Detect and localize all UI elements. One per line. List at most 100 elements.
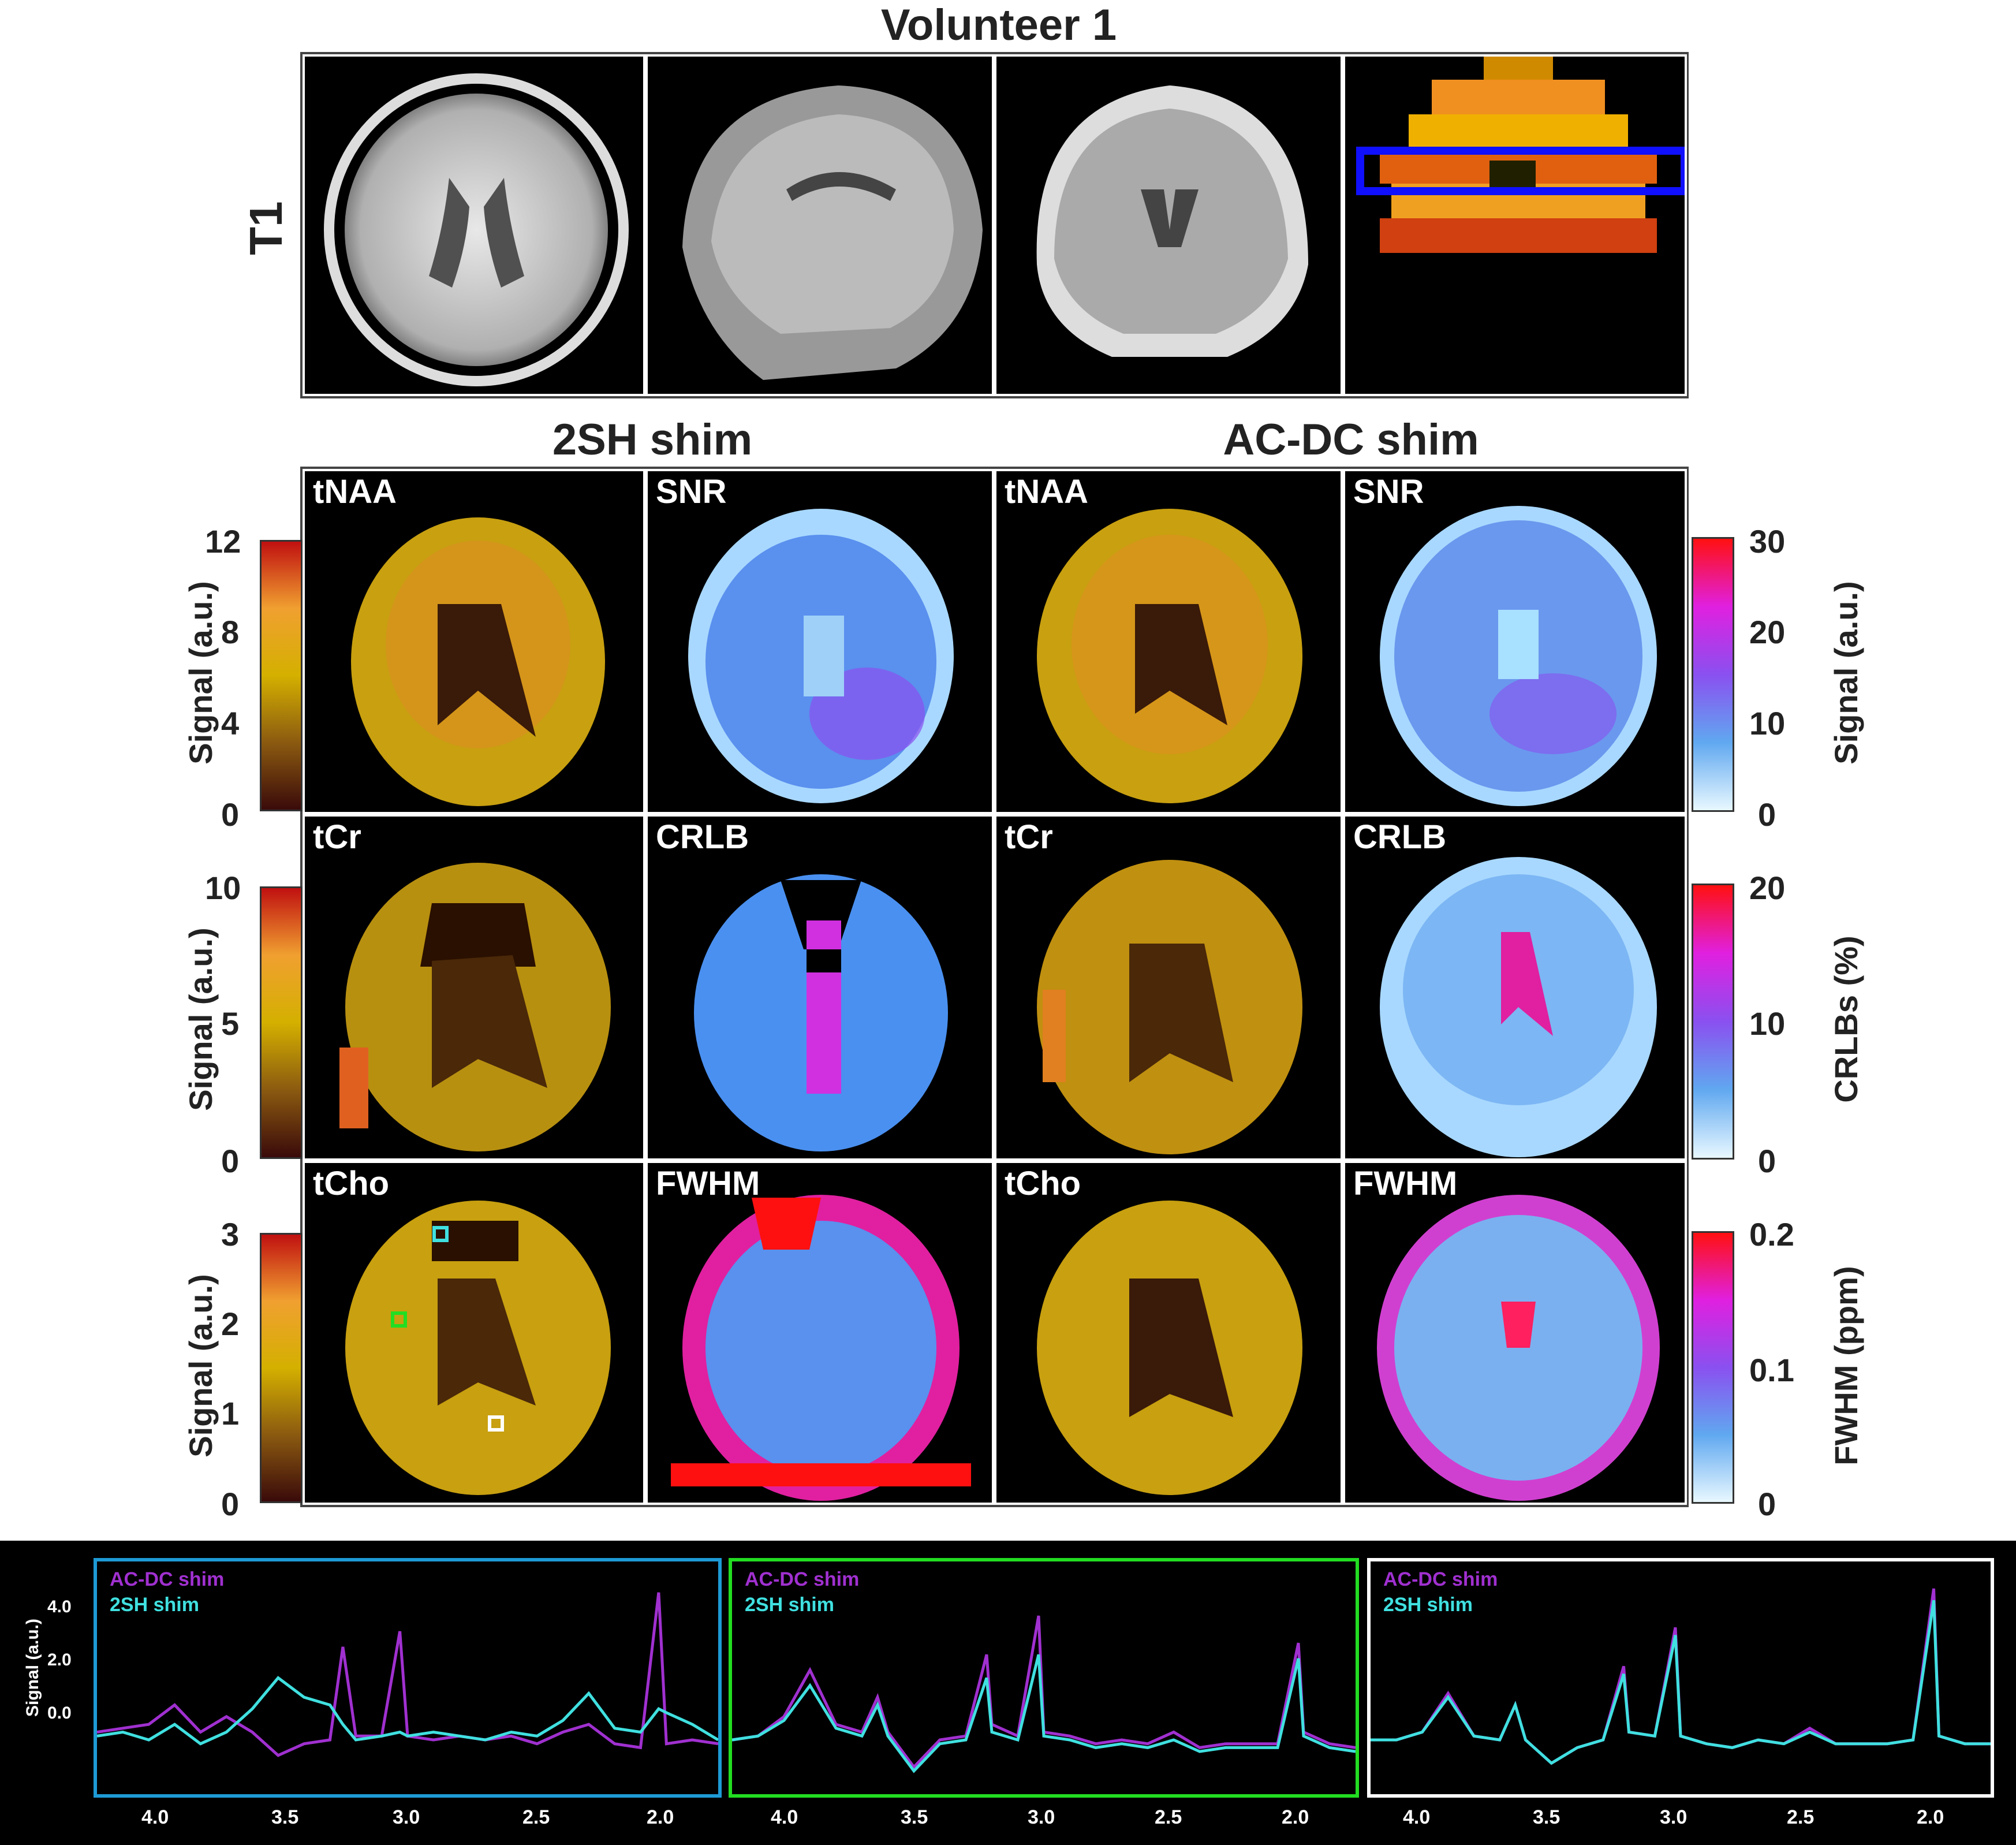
xtick: 3.0 — [1660, 1806, 1688, 1828]
map-2sh-tcho: tCho — [303, 1161, 645, 1505]
xtick: 3.5 — [271, 1806, 299, 1828]
xtick: 3.0 — [393, 1806, 420, 1828]
ytick: 2.0 — [47, 1650, 72, 1669]
panel-label: tNAA — [313, 473, 397, 510]
cbar-tick: 10 — [1749, 1005, 1786, 1042]
xtick: 2.0 — [1917, 1806, 1944, 1828]
cbar-tick: 0 — [1758, 1143, 1776, 1179]
cbar-tick: 0 — [221, 1143, 240, 1179]
colorbar-right-crlb — [1692, 884, 1734, 1160]
t1-row-label: T1 — [240, 201, 292, 255]
cbar-tick: 20 — [1749, 614, 1786, 650]
spectrum-panel-blue: AC-DC shim 2SH shim — [94, 1558, 722, 1798]
map-2sh-tnaa: tNAA — [303, 469, 645, 814]
cbar-label: Signal (a.u.) — [182, 927, 219, 1111]
cbar-label: CRLBs (%) — [1828, 935, 1864, 1103]
xtick: 4.0 — [141, 1806, 169, 1828]
xtick: 2.0 — [647, 1806, 674, 1828]
panel-label: tCho — [313, 1165, 390, 1202]
panel-label: FWHM — [1353, 1165, 1458, 1202]
panel-label: tCr — [1005, 818, 1053, 856]
spectrum-line-acdc — [732, 1615, 1356, 1769]
spectrum-line-2sh — [97, 1676, 718, 1746]
cbar-tick: 2 — [221, 1306, 240, 1342]
col-header-acdc-shim: AC-DC shim — [1223, 415, 1479, 464]
cbar-tick: 0.2 — [1749, 1216, 1794, 1253]
ytick: 4.0 — [47, 1597, 72, 1616]
colorbar-left-tnaa — [260, 540, 303, 811]
map-acdc-tcho: tCho — [994, 1161, 1343, 1505]
xtick: 2.5 — [522, 1806, 550, 1828]
xtick: 4.0 — [771, 1806, 798, 1828]
legend-acdc: AC-DC shim — [110, 1568, 225, 1590]
cbar-tick: 0 — [1758, 796, 1776, 833]
map-acdc-tcr: tCr — [994, 814, 1343, 1161]
legend-acdc: AC-DC shim — [1383, 1568, 1498, 1590]
colorbar-right-fwhm — [1692, 1231, 1734, 1504]
spectrum-panel-white: AC-DC shim 2SH shim — [1367, 1558, 1994, 1798]
t1-axial-image — [303, 54, 645, 396]
map-2sh-snr: SNR — [645, 469, 994, 814]
colorbar-left-tcr — [260, 886, 303, 1159]
spectrum-panel-green: AC-DC shim 2SH shim — [729, 1558, 1359, 1798]
cbar-tick: 1 — [221, 1395, 240, 1432]
map-2sh-tcr: tCr — [303, 814, 645, 1161]
ytick: 0.0 — [47, 1704, 72, 1723]
col-header-2sh-shim: 2SH shim — [552, 415, 753, 464]
xtick: 2.5 — [1787, 1806, 1815, 1828]
panel-label: CRLB — [1353, 818, 1447, 856]
mrsi-slice-position-image — [1343, 54, 1687, 396]
cbar-tick: 0 — [221, 1486, 240, 1522]
t1-row-frame — [300, 52, 1689, 398]
cbar-tick: 30 — [1749, 523, 1786, 560]
legend-2sh: 2SH shim — [110, 1594, 199, 1616]
panel-label: tCr — [313, 818, 361, 856]
xtick: 3.5 — [901, 1806, 928, 1828]
spectrum-line-acdc — [97, 1592, 718, 1757]
cbar-tick: 12 — [205, 523, 241, 560]
cbar-tick: 8 — [221, 614, 240, 650]
map-2sh-crlb: CRLB — [645, 814, 994, 1161]
cbar-tick: 5 — [221, 1005, 240, 1042]
spectra-strip: Signal (a.u.) 4.0 2.0 0.0 AC-DC shim 2SH… — [0, 1541, 2016, 1845]
xtick: 4.0 — [1403, 1806, 1431, 1828]
colorbar-left-tcho — [260, 1233, 303, 1503]
panel-label: tNAA — [1005, 473, 1088, 510]
spectrum-line-2sh — [732, 1654, 1356, 1773]
cbar-tick: 0 — [1758, 1486, 1776, 1522]
spectrum-line-2sh — [1371, 1600, 1991, 1765]
xtick: 2.5 — [1155, 1806, 1182, 1828]
cbar-label: Signal (a.u.) — [182, 1274, 219, 1458]
cbar-label: Signal (a.u.) — [182, 581, 219, 765]
legend-2sh: 2SH shim — [745, 1594, 834, 1616]
cbar-tick: 0 — [221, 796, 240, 833]
t1-sagittal-image — [645, 54, 994, 396]
map-acdc-snr: SNR — [1343, 469, 1687, 814]
colorbar-right-snr — [1692, 537, 1734, 812]
legend-acdc: AC-DC shim — [745, 1568, 860, 1590]
map-acdc-tnaa: tNAA — [994, 469, 1343, 814]
cbar-tick: 3 — [221, 1216, 240, 1253]
legend-2sh: 2SH shim — [1383, 1594, 1473, 1616]
cbar-tick: 20 — [1749, 870, 1786, 906]
panel-label: FWHM — [656, 1165, 760, 1202]
panel-label: SNR — [1353, 473, 1424, 510]
panel-label: SNR — [656, 473, 727, 510]
figure-title: Volunteer 1 — [880, 1, 1117, 50]
xtick: 3.5 — [1533, 1806, 1560, 1828]
cbar-label: Signal (a.u.) — [1828, 581, 1864, 765]
cbar-tick: 4 — [221, 705, 240, 741]
map-acdc-fwhm: FWHM — [1343, 1161, 1687, 1505]
cbar-label: FWHM (ppm) — [1828, 1266, 1864, 1466]
t1-coronal-image — [994, 54, 1343, 396]
cbar-tick: 10 — [1749, 705, 1786, 741]
cbar-tick: 0.1 — [1749, 1352, 1794, 1388]
map-acdc-crlb: CRLB — [1343, 814, 1687, 1161]
xtick: 3.0 — [1028, 1806, 1055, 1828]
cbar-tick: 10 — [205, 870, 241, 906]
spectra-ylabel: Signal (a.u.) — [23, 1619, 42, 1717]
panel-label: tCho — [1005, 1165, 1081, 1202]
map-2sh-fwhm: FWHM — [645, 1161, 994, 1505]
panel-label: CRLB — [656, 818, 749, 856]
xtick: 2.0 — [1282, 1806, 1309, 1828]
